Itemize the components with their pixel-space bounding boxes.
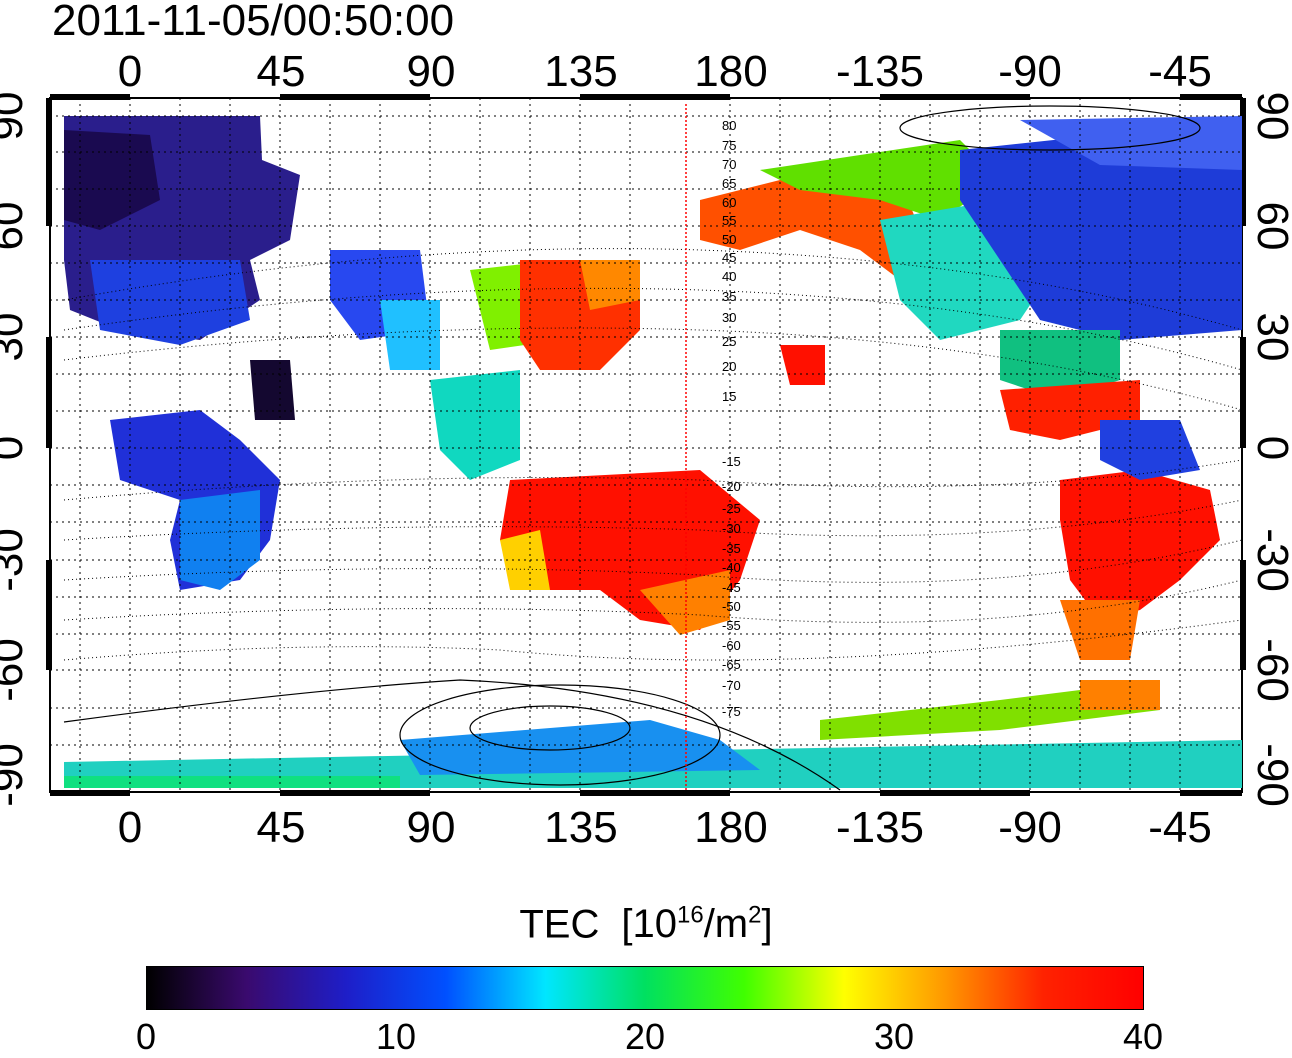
top-lon-tick-m90: -90 <box>998 47 1062 96</box>
japan-orange-patch <box>580 260 640 310</box>
contour-label: 75 <box>722 138 736 153</box>
graticule <box>50 98 1242 792</box>
contour-label: 60 <box>722 195 736 210</box>
contour-label: -45 <box>722 580 741 595</box>
contour-label: -75 <box>722 704 741 719</box>
bottom-lon-tick-m90: -90 <box>998 803 1062 852</box>
greenland-tec-patch <box>1020 116 1242 170</box>
top-lon-tick-0: 0 <box>117 47 143 96</box>
bottom-lon-tick-45: 45 <box>256 803 306 852</box>
nz-tec-patch <box>640 570 730 635</box>
bottom-lon-tick-135: 135 <box>544 803 618 852</box>
bottom-lon-tick-0: 0 <box>117 803 143 852</box>
contour-label: -20 <box>722 479 741 494</box>
antarctic-peninsula-patch <box>820 680 1160 740</box>
contour-label: -70 <box>722 678 741 693</box>
contour-label: -30 <box>722 521 741 536</box>
unit-end: ] <box>761 902 773 947</box>
unit-middle: /m <box>703 902 749 947</box>
bottom-lon-tick-m135: -135 <box>835 803 925 852</box>
contour-label: 50 <box>722 232 736 247</box>
colorbar-tick-40: 40 <box>1122 1016 1164 1057</box>
pacific-tec-patch <box>780 345 825 385</box>
contour-label: 30 <box>722 310 736 325</box>
colorbar-tick-10: 10 <box>375 1016 417 1057</box>
contour-label: 65 <box>722 176 736 191</box>
contour-label: -15 <box>722 454 741 469</box>
colorbar-tick-20: 20 <box>624 1016 666 1057</box>
top-lon-tick-90: 90 <box>406 47 456 96</box>
bottom-lon-tick-180: 180 <box>694 803 768 852</box>
colorbar-title-text: TEC <box>519 902 600 947</box>
amazon-tec-patch <box>1100 420 1200 480</box>
top-lon-tick-m135: -135 <box>835 47 925 96</box>
contour-label: -25 <box>722 501 741 516</box>
unit-exponent: 16 <box>676 902 704 929</box>
polar-contours <box>63 105 1201 791</box>
contour-label: -65 <box>722 657 741 672</box>
contour-label-group: 80 75 70 65 60 55 50 45 40 35 30 25 20 1… <box>722 118 741 719</box>
antarctica-green-patch <box>64 776 400 788</box>
bottom-lon-tick-m45: -45 <box>1148 803 1212 852</box>
contour-label: 35 <box>722 289 736 304</box>
contour-label: -35 <box>722 541 741 556</box>
top-lon-tick-135: 135 <box>544 47 618 96</box>
contour-label: 25 <box>722 334 736 349</box>
unit-base: [10 <box>621 902 677 947</box>
africa-light-patch <box>180 490 260 590</box>
antarctic-peninsula-orange-patch <box>1080 680 1160 710</box>
contour-label: -60 <box>722 638 741 653</box>
top-lon-tick-180: 180 <box>694 47 768 96</box>
contour-label: 20 <box>722 359 736 374</box>
top-lon-tick-45: 45 <box>256 47 306 96</box>
india-tec-patch <box>380 300 440 370</box>
tec-colorbar <box>146 966 1144 1010</box>
colorbar-title: TEC [1016/m2] <box>0 902 1292 947</box>
unit-exponent-2: 2 <box>748 902 762 929</box>
timestamp-title: 2011-11-05/00:50:00 <box>52 0 455 45</box>
contour-label: 45 <box>722 250 736 265</box>
contour-label: 70 <box>722 157 736 172</box>
europe-dark-patch <box>64 130 160 230</box>
contour-label: 55 <box>722 213 736 228</box>
se-asia-tec-patch <box>430 370 520 480</box>
east-africa-dark-patch <box>250 360 295 420</box>
magnetic-contours <box>63 248 1243 661</box>
colorbar-tick-0: 0 <box>135 1016 157 1057</box>
contour-label: 40 <box>722 269 736 284</box>
contour-label: -55 <box>722 618 741 633</box>
colorbar-tick-30: 30 <box>873 1016 915 1057</box>
gulf-tec-patch <box>1000 330 1120 400</box>
colorbar-unit: [1016/m2] <box>621 902 772 946</box>
tec-patches <box>64 116 1242 788</box>
europe-blue-patch <box>90 260 250 345</box>
contour-label: -40 <box>722 560 741 575</box>
contour-label: 15 <box>722 389 736 404</box>
top-lon-tick-m45: -45 <box>1148 47 1212 96</box>
bottom-lon-tick-90: 90 <box>406 803 456 852</box>
contour-label: 80 <box>722 118 736 133</box>
alaska-tec-patch <box>760 140 1000 220</box>
contour-label: -50 <box>722 599 741 614</box>
